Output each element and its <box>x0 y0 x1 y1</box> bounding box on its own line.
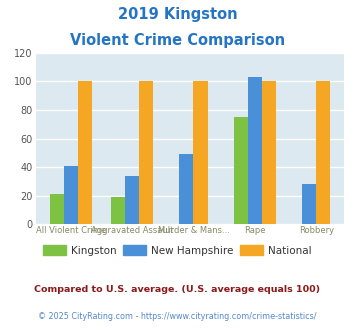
Text: Violent Crime Comparison: Violent Crime Comparison <box>70 33 285 48</box>
Bar <box>139 82 153 224</box>
Text: 2019 Kingston: 2019 Kingston <box>118 7 237 21</box>
Legend: Kingston, New Hampshire, National: Kingston, New Hampshire, National <box>39 241 316 260</box>
Bar <box>248 77 262 224</box>
Bar <box>193 82 208 224</box>
Bar <box>179 154 193 224</box>
Bar <box>111 197 125 224</box>
Text: Compared to U.S. average. (U.S. average equals 100): Compared to U.S. average. (U.S. average … <box>34 285 321 294</box>
Bar <box>234 117 248 224</box>
Bar <box>50 194 64 224</box>
Bar <box>78 82 92 224</box>
Text: © 2025 CityRating.com - https://www.cityrating.com/crime-statistics/: © 2025 CityRating.com - https://www.city… <box>38 312 317 321</box>
Bar <box>64 166 78 224</box>
Bar <box>125 176 139 224</box>
Bar <box>262 82 276 224</box>
Bar <box>302 184 316 224</box>
Bar <box>316 82 330 224</box>
